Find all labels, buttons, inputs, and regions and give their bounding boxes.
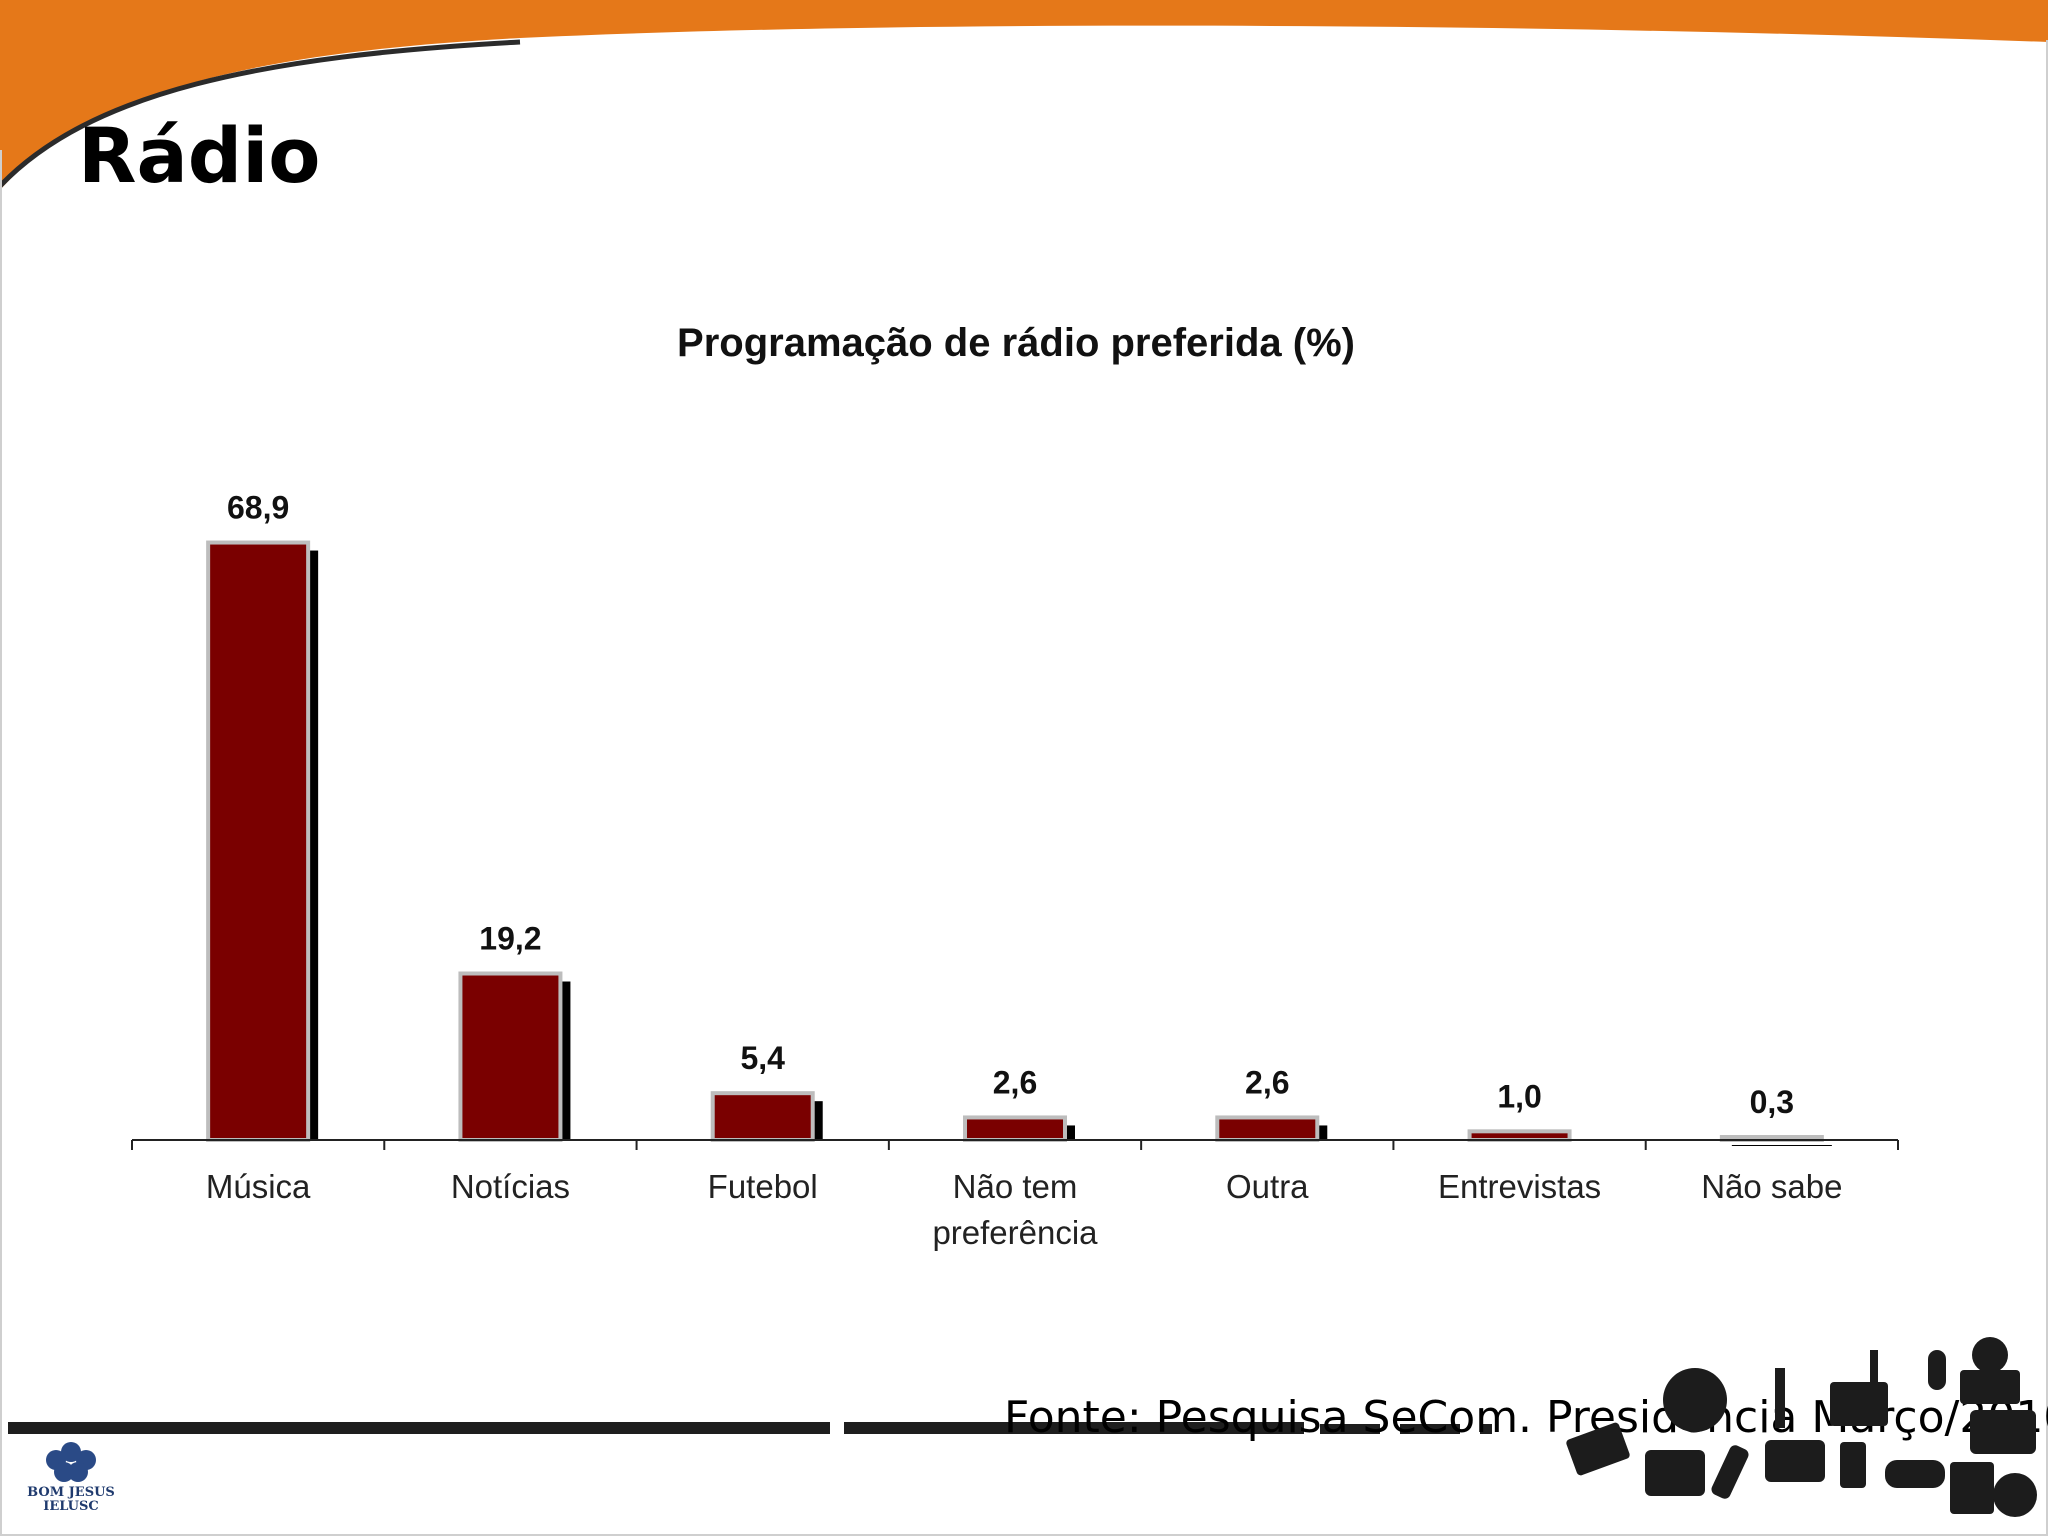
- footer-dash: [1320, 1424, 1380, 1434]
- x-axis: Música Notícias Futebol Não tem preferência O…: [131, 1139, 1899, 1251]
- dark-header-curve: [0, 39, 521, 188]
- camera-icon: [1765, 1440, 1825, 1482]
- data-label: 5,4: [740, 1040, 785, 1076]
- footer-bar-middle: [844, 1422, 1304, 1434]
- category-label: Música: [206, 1168, 311, 1205]
- data-label: 68,9: [227, 490, 289, 526]
- bar-chart: Programação de rádio preferida (%) 68,9 1…: [131, 321, 1899, 1251]
- slide-border: [0, 40, 2048, 1536]
- data-label: 0,3: [1750, 1084, 1794, 1120]
- joystick-icon: [1870, 1350, 1878, 1390]
- footer-dash: [1400, 1424, 1460, 1434]
- bar: [206, 540, 311, 1142]
- orange-header-swoosh: [0, 0, 2048, 190]
- bar: [1215, 1115, 1320, 1143]
- media-icons-cluster: [1550, 1330, 2040, 1530]
- logo: BOM JESUS IELUSC: [26, 1440, 116, 1520]
- remote-icon: [1711, 1445, 1749, 1499]
- tablet-icon: [1950, 1462, 1994, 1514]
- category-label: Não sabe: [1701, 1168, 1842, 1205]
- bars-group: 68,9 19,2 5,4 2,6 2,6 1,0 0,3: [206, 490, 1832, 1146]
- category-label: preferência: [932, 1214, 1098, 1251]
- data-label: 2,6: [993, 1064, 1037, 1100]
- monitor-icon: [1830, 1382, 1888, 1426]
- headphones-icon: [1993, 1473, 2037, 1517]
- film-camera-body: [1960, 1370, 2020, 1404]
- category-label: Entrevistas: [1438, 1168, 1601, 1205]
- logo-text-line1: BOM JESUS: [27, 1485, 115, 1500]
- footer-bar-left: [8, 1422, 830, 1434]
- logo-emblem-icon: [46, 1442, 96, 1482]
- footer-dash: [1480, 1424, 1492, 1434]
- chart-title: Programação de rádio preferida (%): [677, 321, 1355, 365]
- data-label: 2,6: [1245, 1064, 1289, 1100]
- bar: [458, 971, 563, 1142]
- category-label: Futebol: [708, 1168, 818, 1205]
- film-camera-icon: [1972, 1337, 2008, 1373]
- category-label: Notícias: [451, 1168, 570, 1205]
- tv-icon: [1645, 1450, 1705, 1496]
- bar-shadow: [1731, 1145, 1832, 1146]
- slide-title: Rádio: [78, 111, 321, 200]
- photo-camera-icon: [1970, 1410, 2036, 1454]
- category-label: Outra: [1226, 1168, 1309, 1205]
- microphone-icon: [1928, 1350, 1946, 1390]
- bar: [1467, 1129, 1572, 1143]
- logo-text-line2: IELUSC: [43, 1499, 99, 1514]
- category-label: Não tem: [953, 1168, 1078, 1205]
- bar: [963, 1115, 1067, 1143]
- data-label: 1,0: [1497, 1078, 1541, 1114]
- bar: [710, 1091, 815, 1143]
- globe-icon: [1663, 1368, 1727, 1432]
- gamepad-icon: [1885, 1460, 1945, 1488]
- phone-icon: [1840, 1442, 1866, 1488]
- data-label: 19,2: [479, 921, 541, 957]
- laptop-icon: [1566, 1422, 1630, 1476]
- antenna-tower-icon: [1775, 1368, 1785, 1428]
